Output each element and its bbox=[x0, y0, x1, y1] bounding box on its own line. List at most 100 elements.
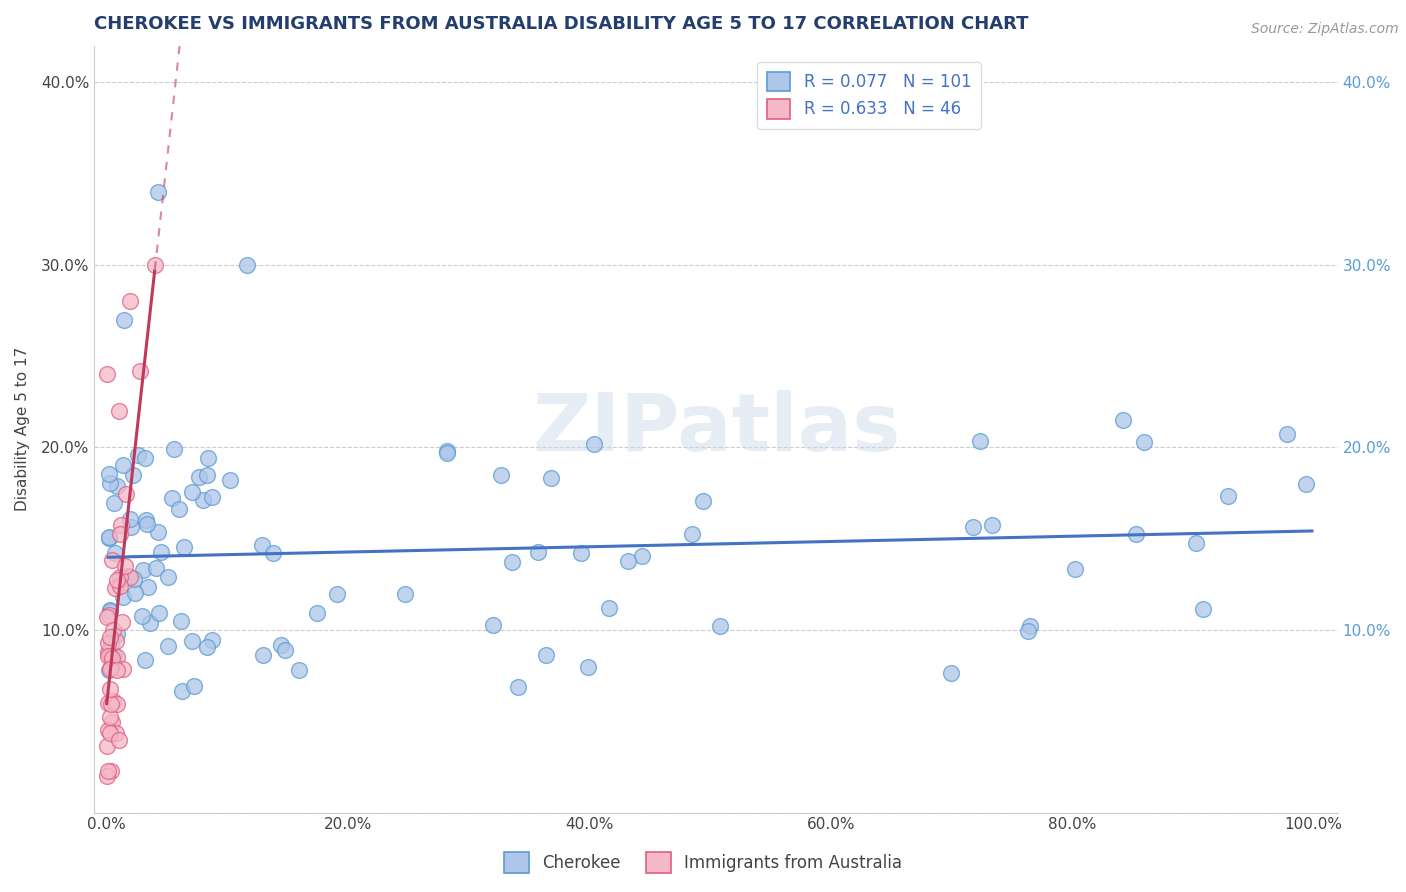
Point bbox=[136, 517, 159, 532]
Point bbox=[526, 545, 548, 559]
Point bbox=[98, 726, 121, 740]
Point bbox=[98, 682, 121, 697]
Point bbox=[326, 587, 349, 601]
Point bbox=[115, 487, 138, 501]
Point bbox=[146, 185, 169, 199]
Point bbox=[103, 694, 125, 708]
Point bbox=[98, 631, 121, 645]
Point bbox=[98, 648, 121, 663]
Point bbox=[501, 556, 523, 570]
Point bbox=[143, 258, 166, 272]
Point bbox=[394, 587, 416, 601]
Point bbox=[270, 638, 292, 652]
Point bbox=[111, 615, 134, 630]
Point bbox=[939, 666, 962, 681]
Point bbox=[101, 553, 124, 567]
Point bbox=[252, 648, 274, 662]
Point bbox=[131, 608, 153, 623]
Point bbox=[145, 561, 167, 575]
Point bbox=[150, 545, 173, 559]
Point bbox=[582, 437, 605, 451]
Point bbox=[170, 684, 193, 698]
Point bbox=[112, 662, 135, 676]
Point bbox=[97, 607, 120, 622]
Point bbox=[108, 578, 131, 592]
Point bbox=[262, 546, 284, 560]
Point bbox=[97, 723, 120, 737]
Legend: R = 0.077   N = 101, R = 0.633   N = 46: R = 0.077 N = 101, R = 0.633 N = 46 bbox=[756, 62, 981, 128]
Point bbox=[121, 468, 143, 483]
Point bbox=[132, 563, 155, 577]
Point bbox=[112, 590, 135, 604]
Point bbox=[110, 569, 132, 583]
Point bbox=[111, 572, 134, 586]
Point bbox=[105, 479, 128, 493]
Point bbox=[105, 649, 128, 664]
Point bbox=[962, 520, 984, 534]
Point bbox=[1125, 527, 1147, 541]
Point bbox=[163, 442, 186, 456]
Point bbox=[534, 648, 557, 662]
Point bbox=[201, 632, 224, 647]
Point bbox=[97, 530, 120, 544]
Point bbox=[616, 554, 638, 568]
Point bbox=[98, 476, 121, 491]
Point bbox=[112, 312, 135, 326]
Point bbox=[124, 586, 146, 600]
Point bbox=[98, 602, 121, 616]
Point bbox=[97, 648, 120, 663]
Point bbox=[173, 540, 195, 554]
Point bbox=[98, 663, 121, 677]
Point bbox=[148, 606, 170, 620]
Point bbox=[1275, 426, 1298, 441]
Point bbox=[181, 485, 204, 500]
Point bbox=[105, 626, 128, 640]
Point bbox=[250, 538, 273, 552]
Point bbox=[218, 473, 240, 487]
Point bbox=[101, 715, 124, 730]
Point bbox=[436, 443, 458, 458]
Point bbox=[1191, 602, 1213, 616]
Text: ZIPatlas: ZIPatlas bbox=[531, 390, 900, 468]
Y-axis label: Disability Age 5 to 17: Disability Age 5 to 17 bbox=[15, 347, 30, 511]
Point bbox=[100, 635, 122, 649]
Point bbox=[1133, 435, 1156, 450]
Point bbox=[101, 656, 124, 670]
Point bbox=[108, 526, 131, 541]
Point bbox=[98, 710, 121, 724]
Point bbox=[104, 546, 127, 560]
Point bbox=[1064, 562, 1087, 576]
Point bbox=[136, 580, 159, 594]
Point bbox=[108, 733, 131, 747]
Point bbox=[134, 653, 156, 667]
Point bbox=[197, 450, 219, 465]
Point bbox=[1017, 624, 1039, 639]
Point bbox=[139, 615, 162, 630]
Point bbox=[105, 697, 128, 711]
Point bbox=[236, 258, 259, 272]
Point bbox=[135, 513, 157, 527]
Point bbox=[191, 492, 214, 507]
Point bbox=[97, 467, 120, 481]
Point bbox=[124, 573, 146, 587]
Point bbox=[98, 662, 121, 676]
Point bbox=[274, 643, 297, 657]
Point bbox=[129, 364, 152, 378]
Point bbox=[120, 294, 142, 309]
Point bbox=[114, 559, 136, 574]
Point bbox=[1216, 489, 1239, 503]
Point bbox=[112, 458, 135, 472]
Point bbox=[97, 636, 120, 650]
Point bbox=[305, 607, 328, 621]
Point bbox=[105, 573, 128, 587]
Point bbox=[104, 726, 127, 740]
Point bbox=[598, 600, 620, 615]
Point bbox=[118, 570, 141, 584]
Point bbox=[127, 448, 149, 462]
Point bbox=[969, 434, 991, 448]
Point bbox=[110, 517, 132, 532]
Point bbox=[104, 633, 127, 648]
Point bbox=[1185, 536, 1208, 550]
Point bbox=[491, 468, 513, 483]
Point bbox=[195, 640, 218, 654]
